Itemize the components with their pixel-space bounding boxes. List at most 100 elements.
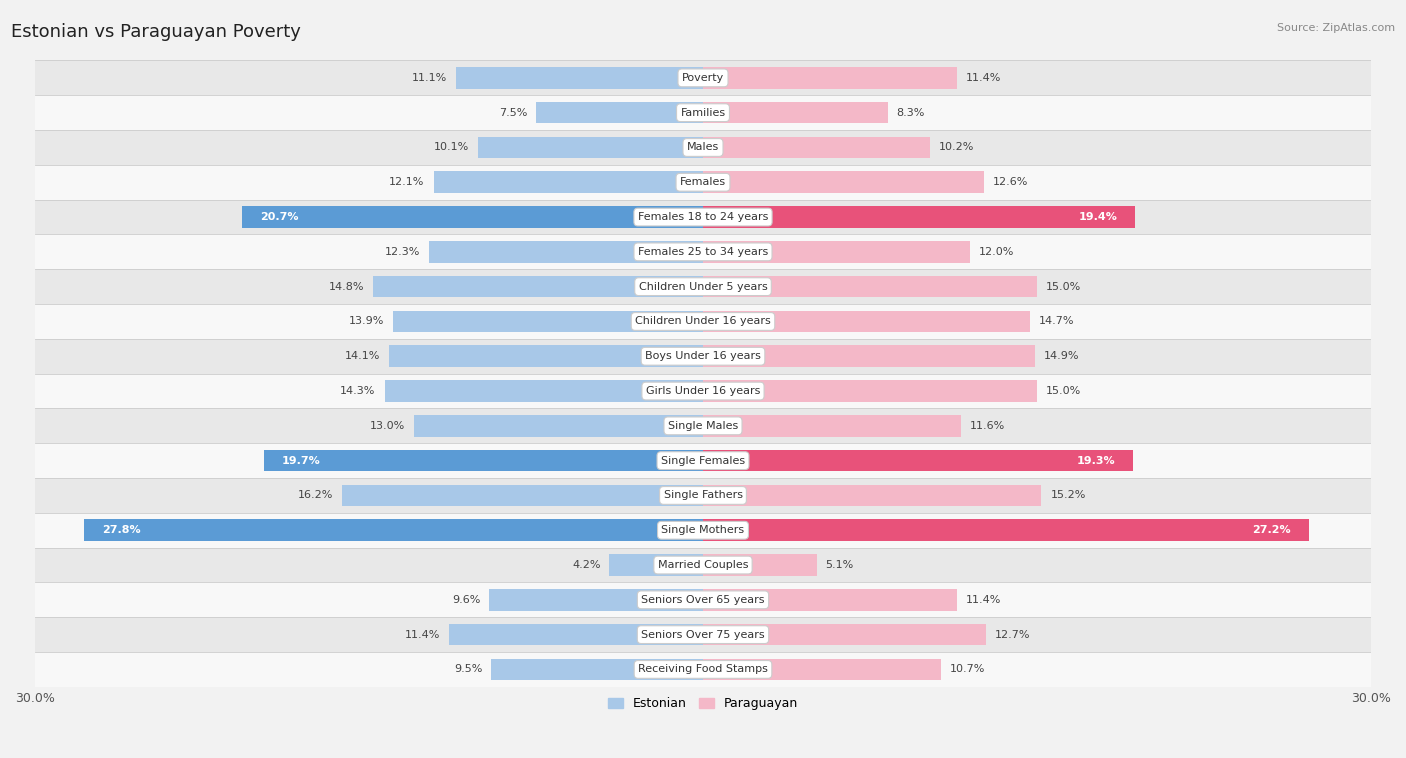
Bar [394, 311, 703, 332]
Text: 20.7%: 20.7% [260, 212, 298, 222]
Bar [703, 136, 931, 158]
Bar [35, 513, 1371, 547]
Bar [433, 171, 703, 193]
Bar [389, 346, 703, 367]
Text: 11.4%: 11.4% [966, 73, 1001, 83]
Bar [35, 269, 1371, 304]
Bar [703, 171, 984, 193]
Text: Females: Females [681, 177, 725, 187]
Text: Females 18 to 24 years: Females 18 to 24 years [638, 212, 768, 222]
Text: 11.6%: 11.6% [970, 421, 1005, 431]
Bar [35, 547, 1371, 582]
Text: 13.0%: 13.0% [370, 421, 405, 431]
Text: 12.0%: 12.0% [979, 247, 1015, 257]
Text: Boys Under 16 years: Boys Under 16 years [645, 351, 761, 362]
Text: 12.6%: 12.6% [993, 177, 1028, 187]
Text: Children Under 16 years: Children Under 16 years [636, 316, 770, 327]
Bar [703, 241, 970, 263]
Text: 14.3%: 14.3% [340, 386, 375, 396]
Bar [703, 519, 1309, 541]
Text: 15.0%: 15.0% [1046, 282, 1081, 292]
Text: 12.7%: 12.7% [994, 630, 1031, 640]
Bar [35, 478, 1371, 513]
Text: 15.2%: 15.2% [1050, 490, 1085, 500]
Bar [609, 554, 703, 576]
Bar [342, 484, 703, 506]
Bar [456, 67, 703, 89]
Bar [35, 374, 1371, 409]
Text: Females 25 to 34 years: Females 25 to 34 years [638, 247, 768, 257]
Text: 14.9%: 14.9% [1043, 351, 1080, 362]
Bar [449, 624, 703, 645]
Bar [703, 102, 887, 124]
Text: Single Mothers: Single Mothers [661, 525, 745, 535]
Text: 10.2%: 10.2% [939, 143, 974, 152]
Text: 8.3%: 8.3% [897, 108, 925, 117]
Text: 14.1%: 14.1% [344, 351, 380, 362]
Text: Single Fathers: Single Fathers [664, 490, 742, 500]
Bar [413, 415, 703, 437]
Text: Seniors Over 75 years: Seniors Over 75 years [641, 630, 765, 640]
Text: 19.3%: 19.3% [1077, 456, 1115, 465]
Bar [703, 346, 1035, 367]
Bar [35, 582, 1371, 617]
Bar [703, 381, 1038, 402]
Bar [35, 617, 1371, 652]
Text: 14.8%: 14.8% [329, 282, 364, 292]
Text: 12.1%: 12.1% [389, 177, 425, 187]
Bar [35, 652, 1371, 687]
Text: 9.6%: 9.6% [451, 595, 481, 605]
Bar [84, 519, 703, 541]
Text: Receiving Food Stamps: Receiving Food Stamps [638, 665, 768, 675]
Text: 27.2%: 27.2% [1253, 525, 1291, 535]
Text: Males: Males [688, 143, 718, 152]
Text: Single Males: Single Males [668, 421, 738, 431]
Text: 5.1%: 5.1% [825, 560, 853, 570]
Bar [478, 136, 703, 158]
Text: Single Females: Single Females [661, 456, 745, 465]
Bar [35, 199, 1371, 234]
Legend: Estonian, Paraguayan: Estonian, Paraguayan [603, 692, 803, 715]
Text: 16.2%: 16.2% [298, 490, 333, 500]
Text: Seniors Over 65 years: Seniors Over 65 years [641, 595, 765, 605]
Text: Estonian vs Paraguayan Poverty: Estonian vs Paraguayan Poverty [11, 23, 301, 41]
Bar [492, 659, 703, 680]
Bar [703, 624, 986, 645]
Bar [703, 659, 941, 680]
Bar [536, 102, 703, 124]
Text: Married Couples: Married Couples [658, 560, 748, 570]
Bar [35, 234, 1371, 269]
Text: 11.4%: 11.4% [405, 630, 440, 640]
Bar [374, 276, 703, 297]
Bar [703, 554, 817, 576]
Text: 10.7%: 10.7% [950, 665, 986, 675]
Text: Girls Under 16 years: Girls Under 16 years [645, 386, 761, 396]
Bar [703, 67, 957, 89]
Bar [242, 206, 703, 228]
Bar [35, 165, 1371, 199]
Text: Poverty: Poverty [682, 73, 724, 83]
Bar [35, 130, 1371, 165]
Bar [35, 304, 1371, 339]
Text: Families: Families [681, 108, 725, 117]
Bar [703, 206, 1135, 228]
Bar [703, 449, 1133, 471]
Bar [35, 96, 1371, 130]
Bar [35, 61, 1371, 96]
Bar [703, 311, 1031, 332]
Text: 13.9%: 13.9% [349, 316, 385, 327]
Text: Children Under 5 years: Children Under 5 years [638, 282, 768, 292]
Text: 10.1%: 10.1% [434, 143, 470, 152]
Text: 7.5%: 7.5% [499, 108, 527, 117]
Text: 4.2%: 4.2% [572, 560, 600, 570]
Bar [703, 484, 1042, 506]
Text: 19.7%: 19.7% [283, 456, 321, 465]
Text: 15.0%: 15.0% [1046, 386, 1081, 396]
Bar [703, 276, 1038, 297]
Text: 11.4%: 11.4% [966, 595, 1001, 605]
Text: 14.7%: 14.7% [1039, 316, 1074, 327]
Text: 9.5%: 9.5% [454, 665, 482, 675]
Bar [35, 339, 1371, 374]
Bar [703, 589, 957, 611]
Text: 19.4%: 19.4% [1078, 212, 1118, 222]
